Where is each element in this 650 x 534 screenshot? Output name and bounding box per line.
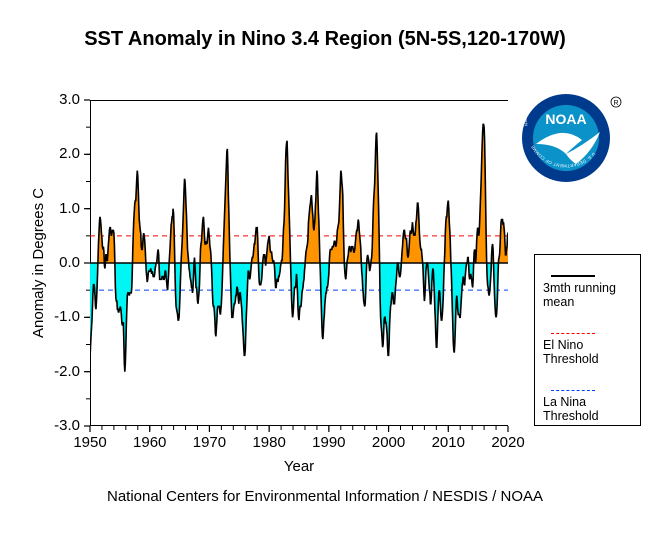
legend-item: 3mth running mean xyxy=(543,275,632,309)
svg-text:R: R xyxy=(613,100,618,107)
legend-label: 3mth running mean xyxy=(543,281,632,309)
y-tick-label: 2.0 xyxy=(40,145,80,162)
x-axis-label: Year xyxy=(90,458,508,475)
y-tick-label: 3.0 xyxy=(40,91,80,108)
x-tick-label: 1960 xyxy=(133,434,166,451)
legend-swatch xyxy=(551,390,595,391)
legend-label: La Nina Threshold xyxy=(543,395,632,423)
legend: 3mth running mean El Nino Threshold La Nin… xyxy=(534,254,641,426)
y-tick-label: -2.0 xyxy=(40,363,80,380)
x-tick-label: 2000 xyxy=(372,434,405,451)
legend-swatch xyxy=(551,333,595,334)
legend-item: El Nino Threshold xyxy=(543,333,632,366)
legend-swatch xyxy=(551,275,595,277)
y-tick-label: -1.0 xyxy=(40,308,80,325)
y-tick-label: 0.0 xyxy=(40,254,80,271)
y-tick-label: -3.0 xyxy=(40,417,80,434)
legend-label: El Nino Threshold xyxy=(543,338,632,366)
source-credit: National Centers for Environmental Infor… xyxy=(0,488,650,505)
x-tick-label: 1950 xyxy=(73,434,106,451)
y-tick-label: 1.0 xyxy=(40,200,80,217)
legend-item: La Nina Threshold xyxy=(543,390,632,423)
noaa-logo: NOAARNATIONAL OCEANIC AND ATMOSPHERICU.S… xyxy=(522,94,628,188)
x-tick-label: 1970 xyxy=(193,434,226,451)
x-tick-label: 1990 xyxy=(312,434,345,451)
x-tick-label: 2020 xyxy=(491,434,524,451)
x-tick-label: 2010 xyxy=(432,434,465,451)
x-tick-label: 1980 xyxy=(252,434,285,451)
svg-text:NOAA: NOAA xyxy=(545,111,586,127)
